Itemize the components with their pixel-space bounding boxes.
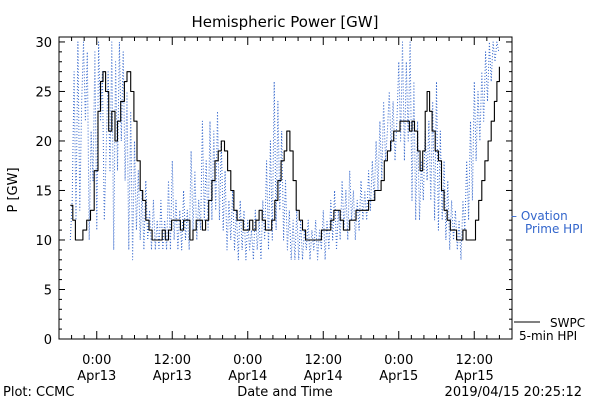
- x-axis-label: Date and Time: [237, 385, 333, 400]
- y-axis-label: P [GW]: [6, 167, 21, 212]
- y-tick-label: 15: [35, 184, 52, 199]
- x-tick-date: Apr15: [455, 369, 494, 384]
- x-tick-date: Apr13: [153, 369, 192, 384]
- series-line-swpc-5-min-hpi: [70, 66, 500, 241]
- legend-ovation-line1: – Ovation: [511, 209, 568, 223]
- x-tick-date: Apr15: [379, 369, 418, 384]
- chart-title: Hemispheric Power [GW]: [192, 13, 379, 31]
- series-layer: [69, 41, 500, 261]
- x-tick-time: 12:00: [154, 353, 191, 368]
- legend-ovation-line2: Prime HPI: [525, 222, 583, 236]
- y-tick-label: 10: [35, 234, 52, 249]
- x-tick-date: Apr13: [77, 369, 116, 384]
- x-tick-date: Apr14: [228, 369, 267, 384]
- x-axis: 0:00Apr1312:00Apr130:00Apr1412:00Apr140:…: [71, 37, 500, 384]
- x-tick-time: 0:00: [384, 353, 413, 368]
- x-tick-time: 12:00: [305, 353, 342, 368]
- x-tick-time: 0:00: [82, 353, 111, 368]
- legend-swpc-line1: SWPC: [550, 316, 585, 330]
- y-tick-label: 0: [44, 333, 52, 348]
- y-tick-label: 5: [44, 283, 52, 298]
- footer-plot-credit: Plot: CCMC: [3, 385, 74, 400]
- x-tick-time: 12:00: [456, 353, 493, 368]
- series-line-ovation-prime-hpi: [69, 41, 500, 261]
- legend-swpc-line2: 5-min HPI: [519, 329, 577, 343]
- y-axis: 0 5 10 15 20 25 30: [35, 36, 512, 348]
- footer-timestamp: 2019/04/15 20:25:12: [445, 385, 582, 400]
- x-tick-time: 0:00: [233, 353, 262, 368]
- x-tick-date: Apr14: [304, 369, 343, 384]
- plot-frame: [58, 36, 513, 340]
- y-tick-label: 25: [35, 85, 52, 100]
- y-tick-label: 30: [35, 36, 52, 51]
- y-tick-label: 20: [35, 135, 52, 150]
